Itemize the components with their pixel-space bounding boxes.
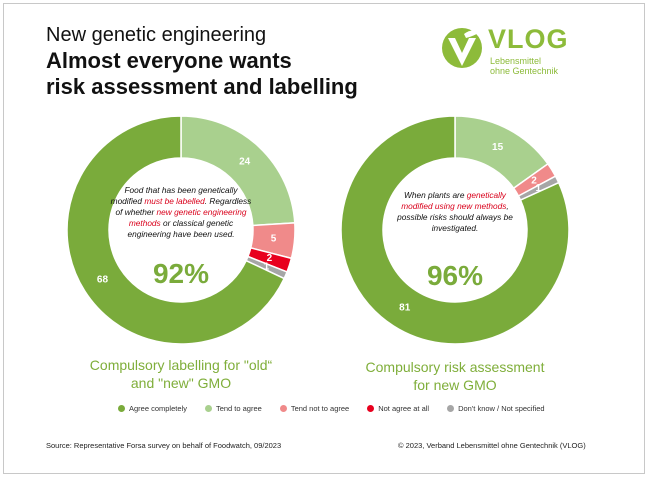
center-text-line: Food that has been genetically [124, 185, 238, 195]
copyright-note: © 2023, Verband Lebensmittel ohne Gentec… [398, 441, 586, 450]
data-label-tend-to-agree: 15 [492, 142, 504, 153]
donut-slice-agree-completely [340, 115, 570, 345]
data-label-tend-to-agree: 24 [239, 157, 251, 168]
center-text-segment: When plants are [404, 190, 467, 200]
center-text-segment: possible risks should always be [396, 212, 513, 222]
center-text-line: When plants are genetically [404, 190, 507, 200]
donut-chart-risk-assessment: 15 21 81 When plants are geneticallymodifie… [340, 115, 570, 345]
center-text-line: modified using new methods, [401, 201, 508, 211]
caption-labelling-line-2: and "new" GMO [130, 375, 232, 391]
legend-item-tend-to-agree: Tend to agree [204, 404, 262, 413]
legend-label: Agree completely [129, 404, 187, 413]
logo-wordmark: VLOG [488, 24, 569, 54]
legend-item-tend-not-to-agree: Tend not to agree [279, 404, 350, 413]
chart-title: Almost everyone wants risk assessment an… [46, 48, 406, 100]
chart-subtitle: New genetic engineering [46, 24, 267, 46]
center-text-segment: of whether [115, 207, 156, 217]
donut-chart-labelling: 24 5 21 68 Food that has been geneticallymod… [66, 115, 296, 345]
data-label-agree-completely: 68 [97, 274, 109, 285]
legend-item-not-agree-at-all: Not agree at all [367, 404, 429, 413]
center-percentage: 92% [153, 258, 209, 289]
center-text-highlight: must be labelled [144, 196, 205, 206]
legend-swatch [118, 405, 125, 412]
legend-label: Don't know / Not specified [458, 404, 545, 413]
title-line-2: risk assessment and labelling [46, 74, 358, 99]
source-note: Source: Representative Forsa survey on b… [46, 441, 282, 450]
caption-labelling: Compulsory labelling for "old“ and "new"… [66, 356, 296, 392]
legend: Agree completely Tend to agree Tend not … [118, 404, 545, 413]
center-text-segment: engineering have been used. [127, 229, 234, 239]
center-text-line: possible risks should always be [396, 212, 513, 222]
data-label-not-agree-at-all: 2 [267, 253, 273, 264]
center-text-highlight: genetically [467, 190, 507, 200]
logo-subtitle-line-1: Lebensmittel [490, 56, 542, 66]
caption-risk-line-2: for new GMO [413, 377, 497, 393]
logo-subtitle: Lebensmittel ohne Gentechnik [490, 56, 580, 76]
center-text-segment: investigated. [432, 223, 479, 233]
legend-swatch [204, 405, 212, 412]
data-label-dont-know: 1 [264, 261, 270, 272]
center-percentage: 96% [427, 260, 483, 291]
title-line-1: Almost everyone wants [46, 48, 292, 73]
center-text-line: investigated. [432, 223, 479, 233]
caption-risk-assessment: Compulsory risk assessment for new GMO [340, 358, 570, 394]
center-text-line: methods or classical genetic [129, 218, 234, 228]
legend-item-dont-know: Don't know / Not specified [447, 404, 545, 413]
legend-label: Tend to agree [215, 404, 262, 413]
center-text-segment: modified [111, 196, 145, 206]
legend-swatch [279, 405, 287, 412]
center-text-highlight: new genetic engineering [157, 207, 247, 217]
center-text-line: of whether new genetic engineering [115, 207, 246, 217]
legend-label: Tend not to agree [290, 404, 350, 413]
data-label-dont-know: 1 [536, 183, 542, 194]
center-text-segment: , [506, 201, 508, 211]
data-label-tend-not-to-agree: 5 [271, 233, 277, 244]
donut-slice-agree-completely [66, 115, 286, 345]
center-text-segment: or classical genetic [161, 218, 234, 228]
vlog-logo-icon [442, 28, 482, 68]
center-text-highlight: methods [129, 218, 161, 228]
center-text-highlight: modified using new methods [401, 201, 506, 211]
legend-item-agree-completely: Agree completely [118, 404, 187, 413]
data-label-agree-completely: 81 [399, 303, 411, 314]
legend-swatch [367, 405, 375, 412]
center-text-segment: Food that has been genetically [124, 185, 238, 195]
data-label-tend-not-to-agree: 2 [531, 175, 537, 186]
caption-risk-line-1: Compulsory risk assessment [365, 359, 545, 375]
caption-labelling-line-1: Compulsory labelling for "old“ [89, 357, 273, 373]
legend-swatch [447, 405, 455, 412]
center-text-line: engineering have been used. [127, 229, 234, 239]
center-text-line: modified must be labelled. Regardless [111, 196, 252, 206]
center-text-segment: . Regardless [205, 196, 252, 206]
logo-subtitle-line-2: ohne Gentechnik [490, 66, 559, 76]
legend-label: Not agree at all [378, 404, 430, 413]
chart-frame [3, 3, 645, 474]
